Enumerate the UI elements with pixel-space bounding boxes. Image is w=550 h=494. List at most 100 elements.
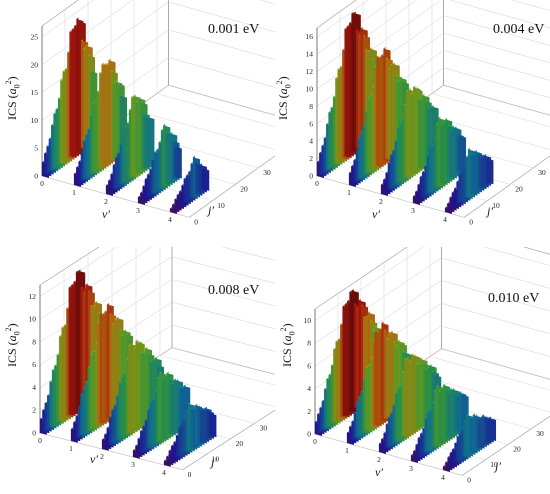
v-tick-label: 4 — [162, 468, 166, 477]
v-axis-label: v′ — [90, 452, 98, 466]
y-tick-label: 2 — [309, 154, 313, 163]
j-floor-gridline — [133, 109, 275, 150]
v-tick-label: 1 — [345, 446, 349, 455]
v-tick-label: 3 — [131, 460, 135, 469]
y-tick-label: 10 — [304, 316, 312, 325]
y-tick-label: 4 — [309, 137, 313, 146]
y-tick-label: 6 — [32, 360, 36, 369]
y-tick-label: 12 — [306, 67, 314, 76]
j-axis-label: j′ — [487, 204, 493, 218]
j-tick-label: 30 — [536, 429, 544, 438]
chart-panel-0001ev: 05101520250102030405001234 0.001 eV ICS … — [0, 0, 275, 247]
y-axis-label: ICS (a02) — [4, 323, 22, 367]
j-tick-label: 0 — [469, 217, 473, 226]
j-tick-label: 30 — [260, 423, 268, 432]
bar-side — [147, 117, 155, 167]
chart-svg: 02468101214160102030405001234 — [306, 0, 550, 226]
v-tick-label: 4 — [168, 215, 172, 224]
bar-side — [170, 208, 178, 214]
j-axis-label: j′ — [495, 459, 501, 473]
v-tick-label: 1 — [72, 188, 76, 197]
v-tick-label: 1 — [347, 188, 351, 197]
y-tick-label: 8 — [309, 102, 313, 111]
y-gridline — [39, 247, 117, 297]
j-floor-gridline — [156, 93, 275, 127]
v-axis-label: v′ — [375, 465, 383, 479]
v-tick-label: 0 — [313, 437, 317, 446]
v-tick-label: 0 — [38, 436, 42, 445]
v-axis-label: v′ — [102, 207, 110, 221]
bar-side — [174, 146, 182, 179]
y-tick-label: 16 — [306, 32, 314, 41]
v-axis-label: v′ — [372, 207, 380, 221]
v-tick-label: 1 — [69, 444, 73, 453]
v-tick-label: 2 — [104, 197, 108, 206]
y-tick-label: 8 — [32, 337, 36, 346]
y-tick-label: 4 — [32, 383, 36, 392]
energy-label: 0.008 eV — [208, 283, 260, 298]
bar-side — [486, 158, 494, 185]
y-tick-label: 25 — [31, 33, 39, 42]
back-wall-right — [171, 247, 275, 375]
j-tick-label: 0 — [467, 475, 471, 484]
y-tick-label: 2 — [32, 406, 36, 415]
bar-side — [489, 417, 497, 441]
j-floor-gridline — [429, 356, 550, 391]
v-tick-label: 4 — [443, 215, 447, 224]
v-tick-label: 2 — [379, 197, 383, 206]
y-gridline — [316, 0, 369, 37]
v-tick-label: 0 — [40, 179, 44, 188]
y-axis-label: ICS (a02) — [279, 323, 297, 367]
bars — [41, 17, 210, 214]
chart-svg: 05101520250102030405001234 — [31, 0, 275, 226]
bar-side — [209, 413, 217, 438]
j-tick-label: 20 — [513, 444, 521, 453]
chart-svg: 0246810120102030405001234 — [29, 247, 275, 479]
v-tick-label: 2 — [377, 455, 381, 464]
bars — [39, 269, 217, 467]
j-axis-label: j′ — [211, 455, 217, 469]
v-tick-label: 2 — [100, 452, 104, 461]
bars — [314, 288, 497, 472]
chart-panel-0008ev: 0246810120102030405001234 0.008 eV ICS (… — [0, 247, 275, 494]
y-tick-label: 12 — [29, 292, 37, 301]
y-tick-label: 0 — [34, 172, 38, 181]
v-tick-label: 3 — [136, 206, 140, 215]
j-floor-gridline — [316, 175, 465, 218]
v-tick-label: 3 — [409, 464, 413, 473]
y-tick-label: 10 — [31, 116, 39, 125]
v-tick-label: 4 — [441, 473, 445, 482]
back-wall-right — [443, 0, 550, 116]
y-tick-label: 10 — [306, 84, 314, 93]
j-floor-gridline — [41, 175, 190, 218]
j-tick-label: 20 — [240, 184, 248, 193]
bar-side — [443, 466, 451, 472]
y-axis-label: ICS (a02) — [4, 76, 22, 120]
j-tick-label: 30 — [263, 168, 271, 177]
j-tick-label: 10 — [217, 201, 225, 210]
y-tick-label: 2 — [307, 407, 311, 416]
y-tick-label: 6 — [309, 119, 313, 128]
j-tick-label: 20 — [236, 439, 244, 448]
y-tick-label: 20 — [31, 60, 39, 69]
energy-label: 0.001 eV — [208, 22, 260, 37]
j-tick-label: 10 — [492, 201, 500, 210]
j-tick-label: 10 — [490, 460, 498, 469]
y-gridline — [314, 247, 550, 321]
energy-label: 0.010 eV — [488, 291, 540, 306]
j-tick-label: 30 — [538, 168, 546, 177]
bar-side — [459, 135, 467, 172]
chart-panel-0004ev: 02468101214160102030405001234 0.004 eV I… — [275, 0, 550, 247]
chart-panel-0010ev: 02468100102030405001234 0.010 eV ICS (a0… — [275, 247, 550, 494]
v-tick-label: 3 — [411, 206, 415, 215]
y-tick-label: 0 — [309, 172, 313, 181]
j-tick-label: 10 — [212, 454, 220, 463]
j-floor-gridline — [314, 433, 463, 476]
y-gridline — [41, 0, 95, 38]
y-tick-label: 14 — [306, 50, 314, 59]
bar-side — [202, 168, 210, 191]
y-tick-label: 5 — [34, 144, 38, 153]
j-axis-label: j′ — [208, 203, 214, 217]
y-tick-label: 0 — [32, 429, 36, 438]
